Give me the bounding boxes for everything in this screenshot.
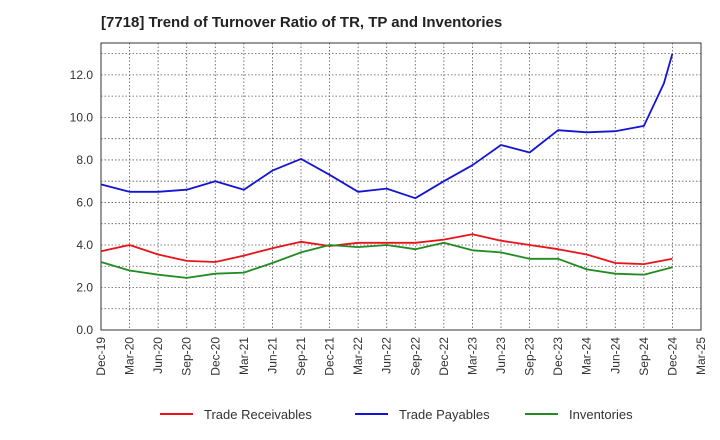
series-line-trade-receivables — [100, 233, 673, 266]
x-tick-label: Sep-22 — [408, 337, 422, 376]
x-tick-label: Dec-24 — [665, 337, 679, 376]
x-tick-label: Jun-24 — [608, 337, 622, 374]
x-tick-label: Mar-20 — [123, 337, 137, 375]
x-tick-label: Sep-24 — [637, 337, 651, 376]
plot-area — [100, 42, 702, 331]
legend-label-inventories: Inventories — [569, 407, 633, 422]
x-tick-label: Sep-21 — [294, 337, 308, 376]
x-tick-label: Mar-25 — [694, 337, 708, 375]
y-tick-label: 2.0 — [76, 280, 93, 294]
x-tick-label: Dec-22 — [437, 337, 451, 376]
series-line-inventories — [100, 241, 673, 279]
x-tick-label: Sep-20 — [180, 337, 194, 376]
x-tick-label: Jun-20 — [151, 337, 165, 374]
y-tick-label: 12.0 — [70, 68, 94, 82]
x-tick-label: Dec-23 — [551, 337, 565, 376]
x-tick-label: Mar-23 — [465, 337, 479, 375]
y-tick-label: 8.0 — [76, 153, 93, 167]
x-tick-label: Dec-20 — [208, 337, 222, 376]
x-tick-label: Mar-24 — [580, 337, 594, 375]
legend-label-trade-receivables: Trade Receivables — [204, 407, 312, 422]
y-tick-label: 6.0 — [76, 195, 93, 209]
x-tick-label: Jun-21 — [265, 337, 279, 374]
y-tick-label: 4.0 — [76, 238, 93, 252]
x-tick-label: Dec-21 — [323, 337, 337, 376]
y-tick-label: 10.0 — [70, 110, 94, 124]
x-tick-label: Mar-22 — [351, 337, 365, 375]
chart-title: [7718] Trend of Turnover Ratio of TR, TP… — [101, 14, 503, 31]
y-tick-label: 0.0 — [76, 323, 93, 337]
legend-label-trade-payables: Trade Payables — [399, 407, 490, 422]
x-tick-label: Dec-19 — [94, 337, 108, 376]
x-tick-label: Sep-23 — [523, 337, 537, 376]
x-tick-label: Jun-22 — [380, 337, 394, 374]
series-line-trade-payables — [100, 53, 674, 200]
x-tick-label: Mar-21 — [237, 337, 251, 375]
x-tick-label: Jun-23 — [494, 337, 508, 374]
